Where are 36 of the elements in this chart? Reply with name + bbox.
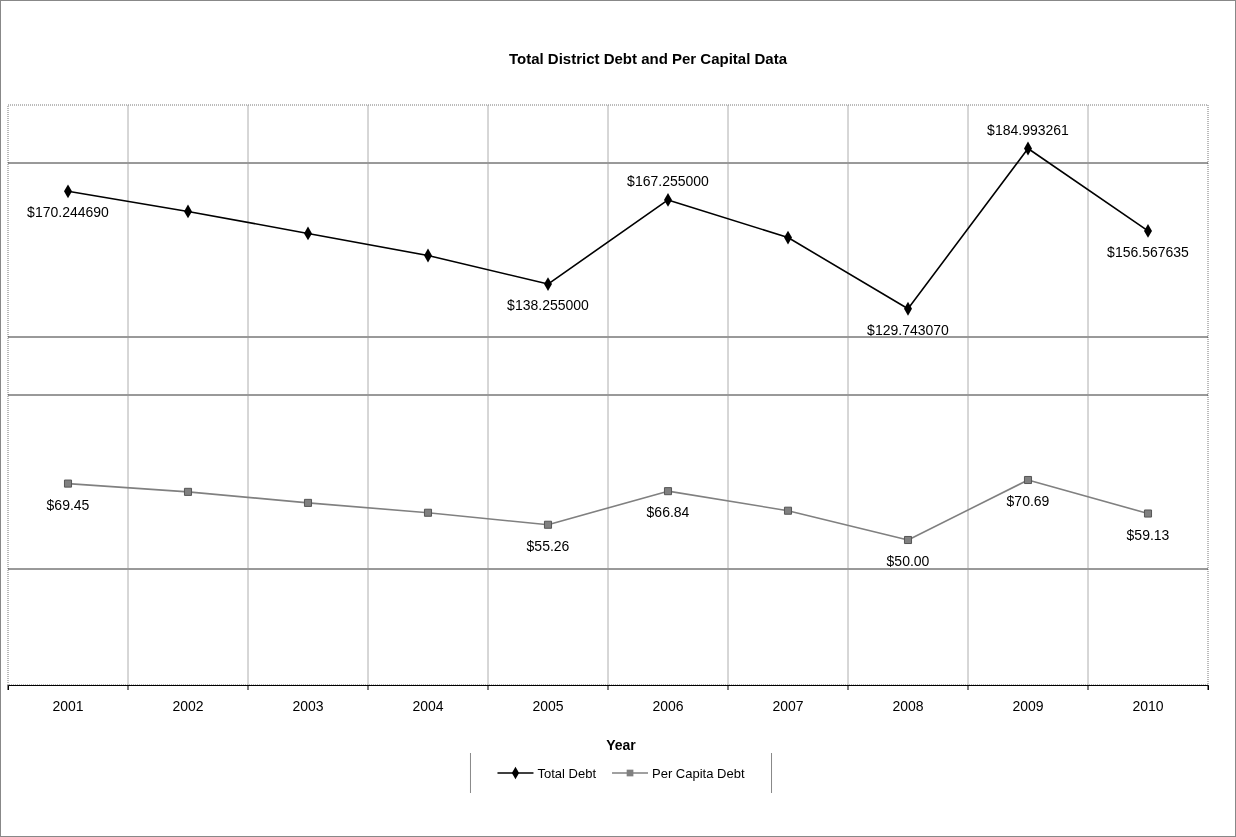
data-label: $138.255000 (507, 297, 590, 314)
x-tick-label: 2004 (412, 698, 444, 715)
x-tick-label: 2005 (532, 698, 564, 715)
x-tick-label: 2003 (292, 698, 324, 715)
point (543, 520, 553, 529)
x-tick-label: 2002 (172, 698, 204, 715)
data-label: $50.00 (886, 553, 930, 569)
x-tick-label: 2006 (652, 698, 684, 715)
x-tick-label: 2001 (52, 698, 84, 715)
x-axis-title: Year (606, 737, 637, 753)
x-tick-label: 2009 (1012, 698, 1044, 715)
point (663, 487, 673, 496)
point (303, 498, 313, 507)
data-label: $170.244690 (27, 204, 110, 221)
data-label: $55.26 (526, 537, 570, 554)
point (63, 479, 73, 488)
x-tick-label: 2008 (892, 698, 924, 715)
chart-title: Total District Debt and Per Capital Data (508, 50, 788, 67)
legend-label: Per Capita Debt (652, 766, 745, 781)
data-label: $66.84 (646, 504, 690, 521)
point (1143, 509, 1153, 518)
data-label: $59.13 (1126, 526, 1170, 543)
point (903, 535, 913, 545)
data-label: $167.255000 (627, 172, 710, 189)
data-label: $70.69 (1006, 493, 1050, 509)
data-label: $129.743070 (867, 321, 950, 338)
legend-label: Total Debt (537, 766, 597, 781)
data-label: $184.993261 (987, 121, 1070, 138)
point (183, 487, 193, 496)
data-label: $69.45 (46, 496, 90, 513)
x-tick-label: 2010 (1132, 698, 1164, 715)
data-label: $156.567635 (1107, 243, 1190, 260)
point (1023, 475, 1033, 485)
point (423, 508, 433, 517)
x-tick-label: 2007 (772, 698, 804, 715)
point (783, 506, 793, 515)
